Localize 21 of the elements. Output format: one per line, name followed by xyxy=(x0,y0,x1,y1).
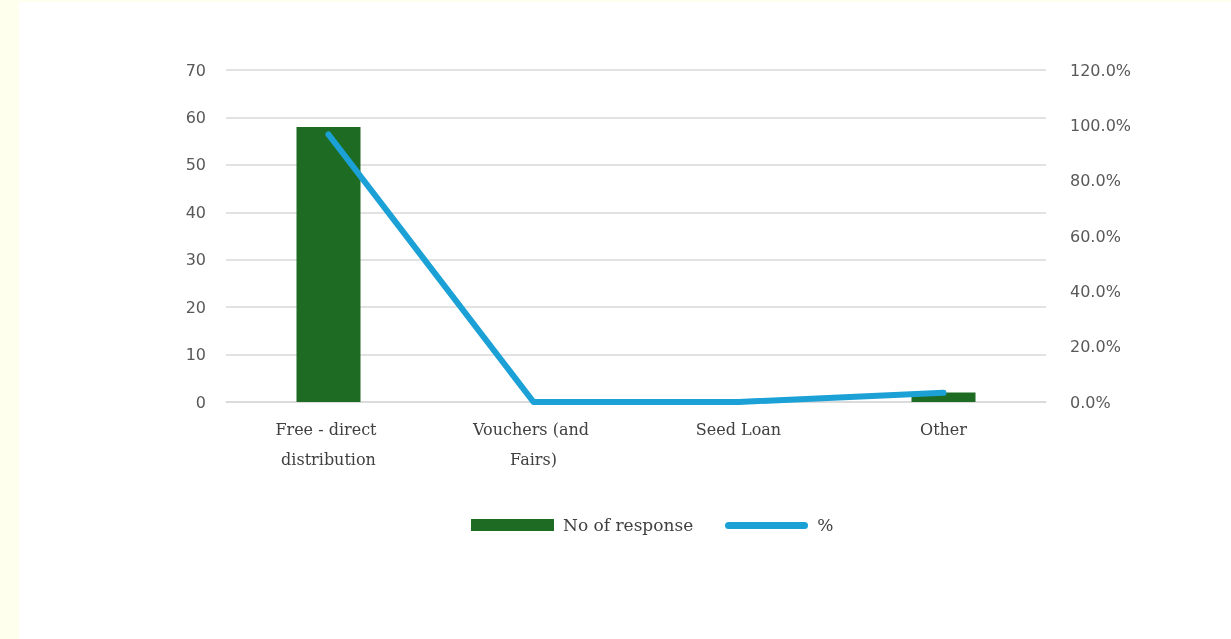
legend-label: % xyxy=(817,515,834,535)
y2-tick-label: 20.0% xyxy=(1070,337,1121,357)
y-tick-label: 30 xyxy=(185,250,206,270)
y-tick-label: 70 xyxy=(185,60,206,80)
y-tick-label: 50 xyxy=(185,155,206,175)
x-tick-label: Seed Loan xyxy=(695,419,782,439)
y-tick-label: 40 xyxy=(185,202,206,222)
y2-tick-label: 120.0% xyxy=(1070,60,1132,80)
y2-tick-label: 80.0% xyxy=(1070,171,1121,191)
legend-label: No of response xyxy=(563,515,694,535)
y2-tick-label: 100.0% xyxy=(1070,115,1132,135)
x-tick-label: Vouchers (and Fairs) xyxy=(471,419,595,469)
y-tick-label: 10 xyxy=(185,345,206,365)
y2-tick-label: 40.0% xyxy=(1070,281,1121,301)
x-tick-label: Free - direct distribution xyxy=(275,419,382,469)
y2-tick-label: 60.0% xyxy=(1070,226,1121,246)
y-tick-label: 20 xyxy=(185,297,206,317)
y-tick-label: 0 xyxy=(195,392,206,412)
y2-tick-label: 0.0% xyxy=(1070,392,1111,412)
y-tick-label: 60 xyxy=(185,107,206,127)
x-tick-label: Other xyxy=(920,419,968,439)
